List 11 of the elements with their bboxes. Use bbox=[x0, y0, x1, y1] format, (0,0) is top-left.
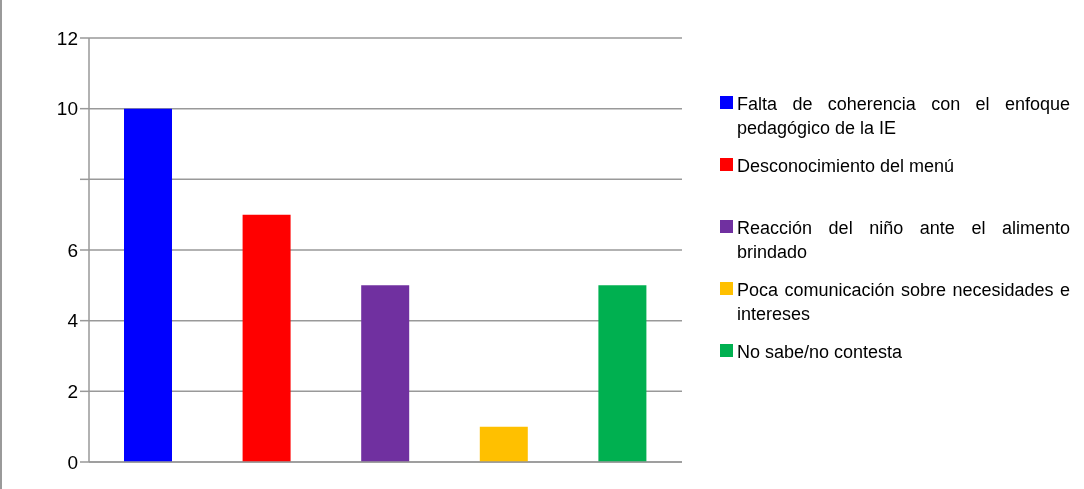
y-tick-label: 0 bbox=[67, 451, 78, 473]
y-tick-label: 12 bbox=[56, 27, 78, 49]
legend-label: Poca comunicación sobre necesidades e intereses bbox=[737, 279, 1070, 326]
legend-label: No sabe/no contesta bbox=[737, 341, 903, 364]
legend-label: Desconocimiento del menú bbox=[737, 155, 955, 178]
y-tick-label: 2 bbox=[67, 381, 78, 403]
y-tick-label: 4 bbox=[67, 310, 79, 332]
legend-label: Reacción del niño ante el alimento brindado bbox=[737, 217, 1070, 264]
y-tick-label: 6 bbox=[67, 239, 78, 261]
legend-label: Falta de coherencia con el enfoque pedagógico de la IE bbox=[737, 93, 1070, 140]
y-tick-label: 10 bbox=[56, 98, 78, 120]
